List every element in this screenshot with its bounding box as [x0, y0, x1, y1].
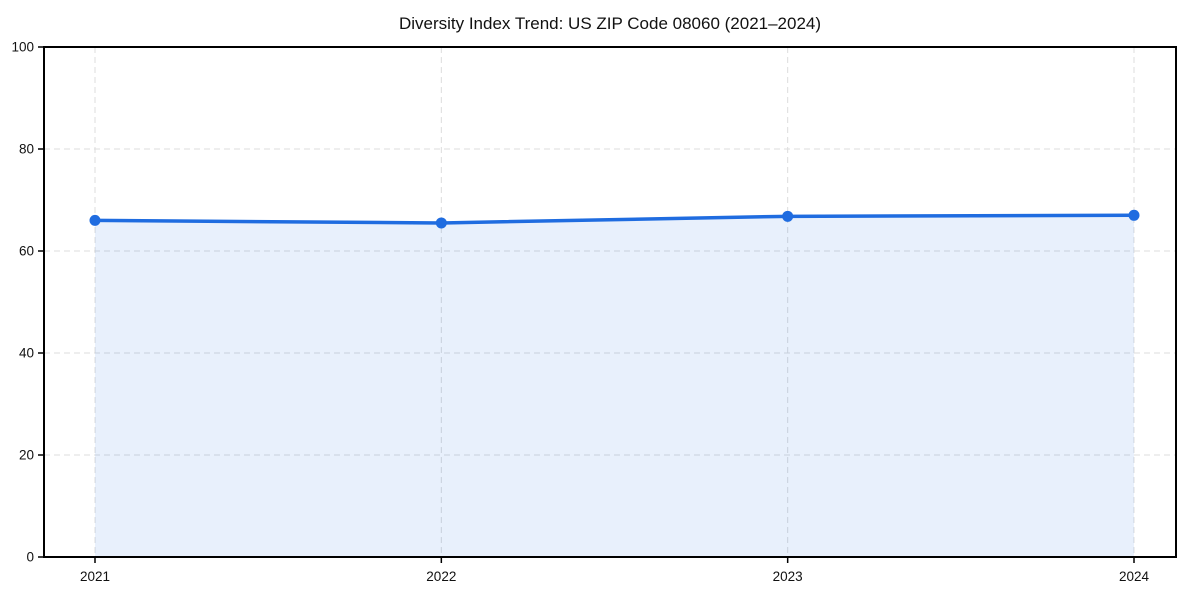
plot-border	[43, 46, 1177, 558]
data-point-2023	[782, 210, 794, 222]
x-tick-label: 2023	[773, 569, 803, 584]
chart-title: Diversity Index Trend: US ZIP Code 08060…	[399, 14, 821, 33]
y-tick-label: 20	[19, 448, 34, 463]
grid-layer	[44, 47, 1176, 557]
data-layer	[89, 209, 1140, 558]
y-tick-label: 60	[19, 244, 34, 259]
data-point-2024	[1128, 209, 1140, 221]
y-tick-label: 0	[26, 550, 34, 565]
trend-line	[93, 213, 1136, 225]
y-tick-label: 80	[19, 142, 34, 157]
data-point-2021	[89, 214, 101, 226]
axis-layer: 0 20 40 60 80 100 2021 2022 2023 2024	[11, 40, 1177, 584]
data-point-2022	[435, 217, 447, 229]
x-tick-label: 2022	[426, 569, 456, 584]
x-tick-label: 2024	[1119, 569, 1150, 584]
y-tick-label: 40	[19, 346, 34, 361]
x-tick-label: 2021	[80, 569, 110, 584]
area-fill	[95, 215, 1134, 558]
y-tick-label: 100	[11, 40, 34, 55]
